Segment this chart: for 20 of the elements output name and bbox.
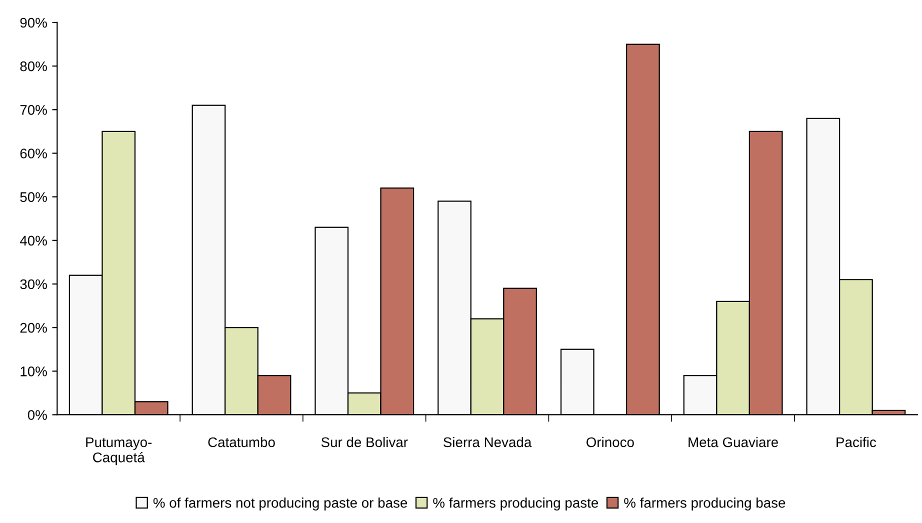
y-tick-label: 80%: [20, 61, 47, 72]
y-tick-label: 30%: [20, 279, 47, 290]
y-tick-label: 0%: [28, 410, 47, 420]
y-tick-label: 50%: [20, 192, 47, 202]
x-tick-label: Meta Guaviare: [688, 436, 778, 448]
x-tick-label: Orinoco: [586, 436, 634, 448]
legend-label: % of farmers not producing paste or base: [153, 498, 408, 510]
legend-label: % farmers producing paste: [433, 498, 598, 510]
x-tick-label: Catatumbo: [208, 436, 275, 448]
y-tick-label: 60%: [20, 148, 47, 158]
y-tick-label: 40%: [20, 236, 47, 246]
x-tick-label: Pacific: [836, 436, 876, 448]
x-tick-label: Sierra Nevada: [444, 436, 532, 448]
y-tick-label: 70%: [20, 104, 47, 115]
y-tick-label: 90%: [20, 18, 47, 28]
x-tick-label: Putumayo- Caquetá: [86, 437, 152, 466]
x-tick-label: Sur de Bolivar: [321, 436, 408, 448]
y-tick-label: 10%: [20, 366, 47, 376]
y-tick-label: 20%: [20, 322, 47, 333]
legend-label: % farmers producing base: [624, 498, 786, 510]
